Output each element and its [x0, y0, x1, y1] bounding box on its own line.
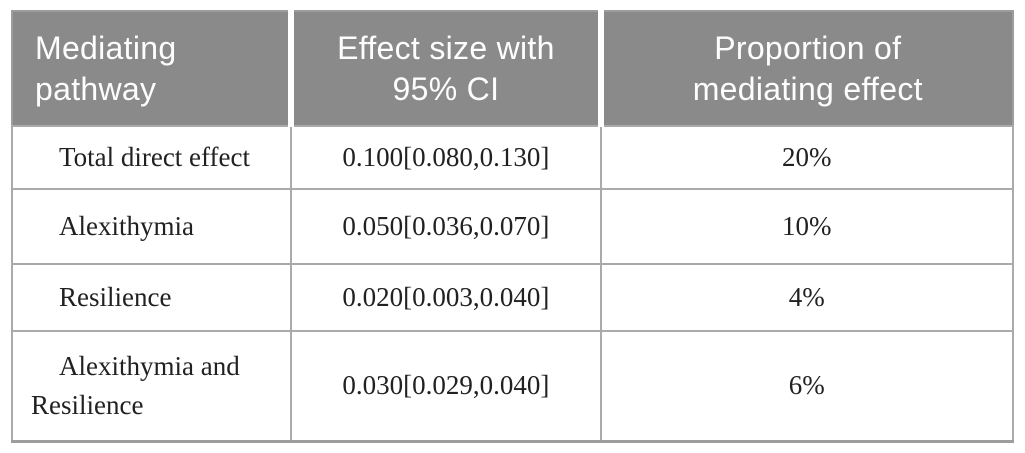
- pathway-cell: Alexithymia: [10, 188, 293, 265]
- pathway-cell: Resilience: [10, 263, 293, 332]
- header-effect-size-ci: Effect size with 95% CI: [291, 11, 604, 126]
- table-header: Mediating pathway Effect size with 95% C…: [12, 11, 1013, 126]
- table-row: Alexithymia 0.050[0.036,0.070] 10%: [10, 188, 1015, 265]
- table-row: Total direct effect 0.100[0.080,0.130] 2…: [10, 125, 1015, 190]
- proportion-cell: 20%: [599, 125, 1015, 190]
- proportion-cell: 4%: [599, 263, 1015, 332]
- pathway-cell: Total direct effect: [10, 125, 293, 190]
- effect-size-cell: 0.050[0.036,0.070]: [290, 188, 602, 265]
- table-body: Total direct effect 0.100[0.080,0.130] 2…: [10, 125, 1015, 442]
- proportion-cell: 6%: [599, 330, 1015, 442]
- pathway-cell: Alexithymia and Resilience: [10, 330, 293, 442]
- effect-size-cell: 0.030[0.029,0.040]: [290, 330, 602, 442]
- effect-size-cell: 0.100[0.080,0.130]: [290, 125, 602, 190]
- effect-size-cell: 0.020[0.003,0.040]: [290, 263, 602, 332]
- header-row: Mediating pathway Effect size with 95% C…: [12, 11, 1013, 126]
- proportion-cell: 10%: [599, 188, 1015, 265]
- header-proportion-mediating-effect: Proportion of mediating effect: [600, 11, 1013, 126]
- table-row: Resilience 0.020[0.003,0.040] 4%: [10, 263, 1015, 332]
- mediation-effects-table: Mediating pathway Effect size with 95% C…: [10, 10, 1015, 443]
- table-row: Alexithymia and Resilience 0.030[0.029,0…: [10, 330, 1015, 442]
- header-mediating-pathway: Mediating pathway: [12, 11, 295, 126]
